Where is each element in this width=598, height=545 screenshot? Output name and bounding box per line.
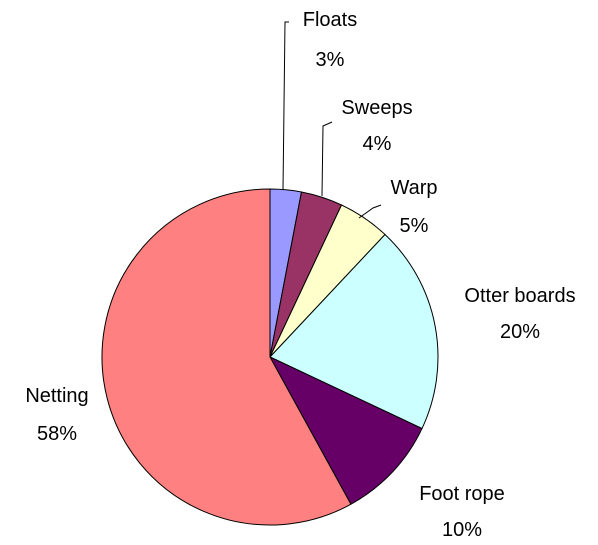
- slice-value-label-warp: 5%: [400, 215, 429, 237]
- leader-lines: [282, 21, 382, 219]
- pie-slice-otter-boards: [269, 233, 439, 430]
- pie-slice-netting: [101, 188, 352, 526]
- slice-value-label-otter-boards: 20%: [500, 321, 540, 343]
- slice-value-label-sweeps: 4%: [363, 133, 392, 155]
- slice-label-otter-boards: Otter boards: [464, 285, 575, 307]
- pie-slice-foot-rope: [268, 355, 423, 505]
- slice-label-foot-rope: Foot rope: [419, 483, 505, 505]
- slice-label-floats: Floats: [303, 9, 357, 31]
- slice-value-label-foot-rope: 10%: [442, 519, 482, 541]
- slice-value-label-floats: 3%: [316, 49, 345, 71]
- pie-slices: [101, 188, 439, 526]
- slice-value-label-netting: 58%: [37, 423, 77, 445]
- leader-line-sweeps: [321, 121, 333, 197]
- slice-label-sweeps: Sweeps: [341, 97, 412, 119]
- slice-label-warp: Warp: [390, 177, 437, 199]
- leader-line-warp: [358, 204, 382, 219]
- slice-labels: Floats 3% Sweeps 4% Warp 5% Otter boards 20% Foo…: [25, 9, 575, 541]
- slice-label-netting: Netting: [25, 385, 88, 407]
- leader-line-floats: [282, 21, 289, 191]
